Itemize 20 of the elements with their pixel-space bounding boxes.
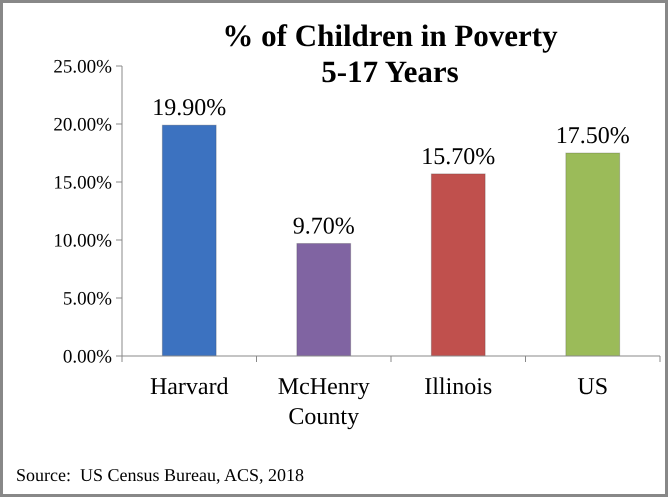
data-label: 17.50% [556,123,630,149]
source-note: Source: US Census Bureau, ACS, 2018 [16,465,304,485]
y-tick-label: 20.00% [53,114,112,136]
bar [162,124,217,356]
y-tick-label: 15.00% [53,172,112,194]
x-tick-label: Harvard [150,374,229,400]
bar [565,152,620,356]
y-tick-label: 5.00% [62,288,112,310]
x-tick-label: US [577,374,608,400]
data-label: 19.90% [152,95,226,122]
data-label: 9.70% [292,213,355,240]
y-tick-label: 10.00% [53,230,112,252]
bar [430,173,486,356]
data-label: 15.70% [421,144,496,170]
y-tick-label: 25.00% [53,56,112,78]
bar [296,242,352,356]
y-tick-label: 0.00% [62,346,112,368]
x-tick-label: McHenry County [278,374,370,430]
chart-title: % of Children in Poverty 5-17 Years [222,18,558,89]
x-tick-label: Illinois [424,374,492,400]
